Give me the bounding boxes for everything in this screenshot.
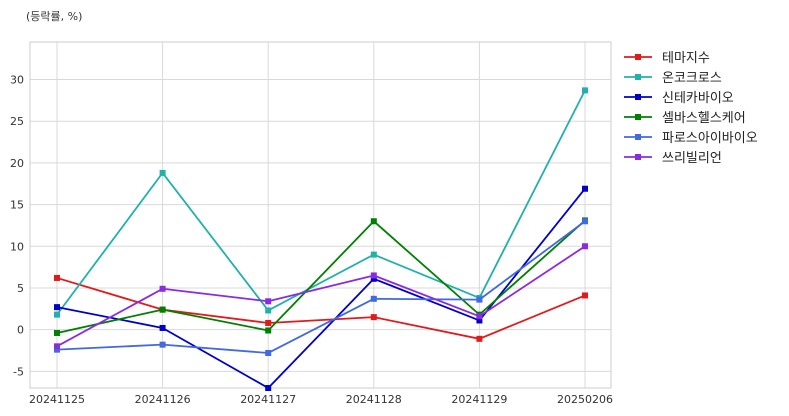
x-tick-label: 20241129: [451, 393, 507, 406]
legend-swatch-marker: [635, 134, 641, 140]
data-point: [582, 87, 588, 94]
data-point: [476, 335, 483, 342]
data-point: [476, 296, 483, 303]
data-point: [582, 218, 588, 225]
series-line: [56, 89, 586, 316]
y-tick-label: 25: [10, 115, 24, 128]
legend-swatch-marker: [635, 114, 641, 120]
data-point: [265, 319, 272, 326]
series-lines: [54, 87, 588, 391]
x-tick-label: 20241125: [29, 393, 85, 406]
legend-item: 테마지수: [624, 51, 710, 66]
y-tick-label: 15: [10, 199, 24, 212]
data-point: [265, 349, 272, 356]
series-line: [56, 220, 586, 354]
gridlines: [30, 42, 611, 388]
y-tick-label: 0: [17, 324, 24, 337]
data-point: [370, 251, 377, 258]
data-point: [265, 298, 272, 305]
y-tick-label: 10: [10, 240, 24, 253]
data-point: [370, 272, 377, 279]
data-point: [54, 346, 60, 353]
data-point: [370, 275, 377, 282]
data-point: [265, 327, 272, 334]
data-point: [54, 343, 60, 350]
unit-label: (등락률, %): [26, 10, 82, 23]
legend-swatch-marker: [635, 94, 641, 100]
series-5: [54, 218, 588, 356]
legend-label: 셀바스헬스케어: [662, 111, 746, 126]
axis-tick-labels: -5 0 5 10 15 20 25 30 20241125 20241126 20241127 20…: [10, 74, 613, 406]
data-point: [159, 341, 166, 348]
data-point: [476, 317, 483, 324]
series-line: [56, 277, 586, 340]
series-line: [56, 219, 586, 334]
data-point: [159, 169, 166, 176]
legend-item: 쓰리빌리언: [624, 151, 722, 166]
data-point: [265, 307, 272, 314]
legend-item: 파로스아이바이오: [624, 131, 758, 146]
data-point: [54, 329, 60, 336]
legend-item: 온코크로스: [624, 71, 722, 86]
legend-label: 온코크로스: [662, 71, 722, 86]
data-point: [582, 243, 588, 250]
data-point: [54, 304, 60, 311]
data-point: [476, 313, 483, 320]
data-point: [159, 324, 166, 331]
data-point: [370, 218, 377, 225]
legend-item: 신테카바이오: [624, 91, 734, 106]
plot-area: [29, 41, 612, 389]
data-point: [54, 274, 60, 281]
series-6: [54, 243, 588, 350]
y-tick-label: 5: [17, 282, 24, 295]
x-tick-label: 20241126: [135, 393, 191, 406]
x-tick-label: 20250206: [557, 393, 613, 406]
legend-label: 파로스아이바이오: [662, 131, 758, 146]
legend-label: 쓰리빌리언: [662, 151, 722, 166]
y-tick-label: -5: [13, 365, 24, 378]
data-point: [159, 306, 166, 313]
data-point: [370, 314, 377, 321]
y-tick-label: 30: [10, 74, 24, 87]
data-point: [159, 285, 166, 292]
legend-swatch-marker: [635, 154, 641, 160]
legend-label: 신테카바이오: [662, 91, 734, 106]
legend-label: 테마지수: [662, 51, 710, 66]
legend-item: 셀바스헬스케어: [624, 111, 746, 126]
data-point: [54, 311, 60, 318]
data-point: [582, 185, 588, 192]
data-point: [582, 292, 588, 299]
legend-swatch-marker: [635, 74, 641, 80]
data-point: [370, 295, 377, 302]
y-tick-label: 20: [10, 157, 24, 170]
series-line: [56, 245, 586, 348]
x-tick-label: 20241127: [240, 393, 296, 406]
legend-swatch-marker: [635, 54, 641, 60]
data-point: [265, 385, 272, 391]
x-tick-label: 20241128: [346, 393, 402, 406]
